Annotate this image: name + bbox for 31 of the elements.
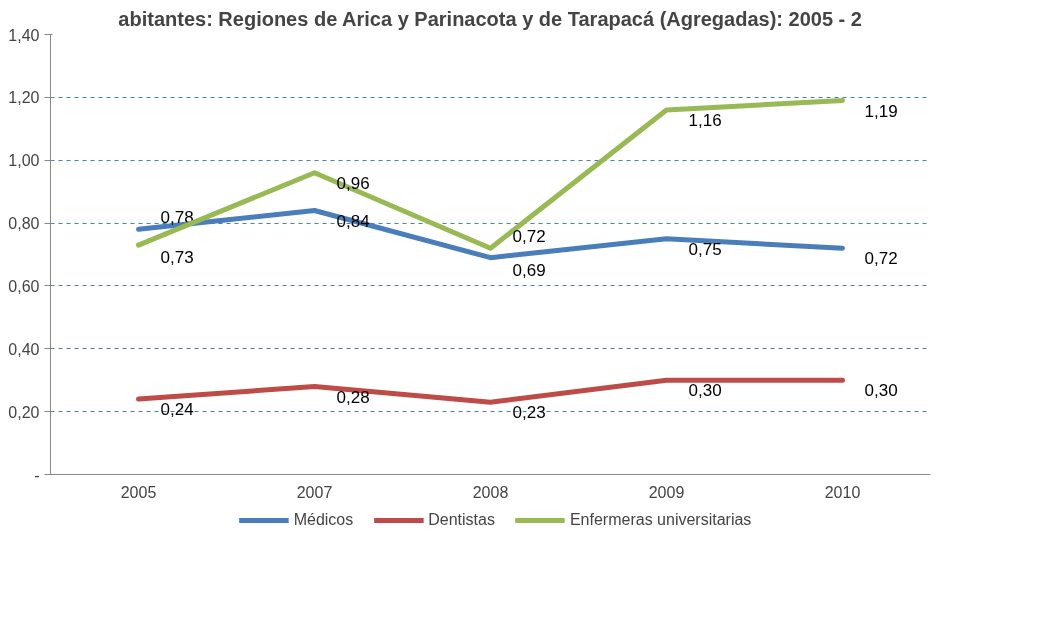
data-label: 0,72 [864,249,898,269]
y-tick-label: 1,20 [8,89,40,107]
data-label: 0,23 [512,403,546,423]
data-label: 0,73 [160,248,194,268]
legend-label: Enfermeras universitarias [569,511,752,529]
y-tick-label: 1,40 [8,26,40,44]
data-label: 0,30 [864,381,898,401]
legend-label: Médicos [293,511,354,529]
y-tick-label: - [34,466,40,484]
data-label: 0,28 [336,387,370,407]
data-label: 1,16 [688,110,722,130]
y-tick-label: 0,60 [8,277,40,295]
data-label: 0,78 [160,208,194,228]
y-tick-label: 0,20 [8,403,40,421]
x-tick-label: 2010 [824,483,861,501]
data-label: 0,96 [336,173,370,193]
chart-title: abitantes: Regiones de Arica y Parinacota y de Tarapacá (Agregadas): 2005 - 2 [118,7,862,30]
data-label: 0,24 [160,400,194,420]
x-tick-label: 2009 [648,483,685,501]
data-label: 0,69 [512,260,546,280]
legend-label: Dentistas [428,511,495,529]
data-label: 0,72 [512,227,546,247]
data-label: 0,75 [688,239,722,259]
data-label: 1,19 [864,101,898,121]
x-tick-label: 2007 [296,483,333,501]
y-tick-label: 0,80 [8,215,40,233]
y-tick-label: 0,40 [8,340,40,358]
x-tick-label: 2005 [120,483,157,501]
y-tick-label: 1,00 [8,152,40,170]
x-tick-label: 2008 [472,483,509,501]
data-label: 0,30 [688,381,722,401]
